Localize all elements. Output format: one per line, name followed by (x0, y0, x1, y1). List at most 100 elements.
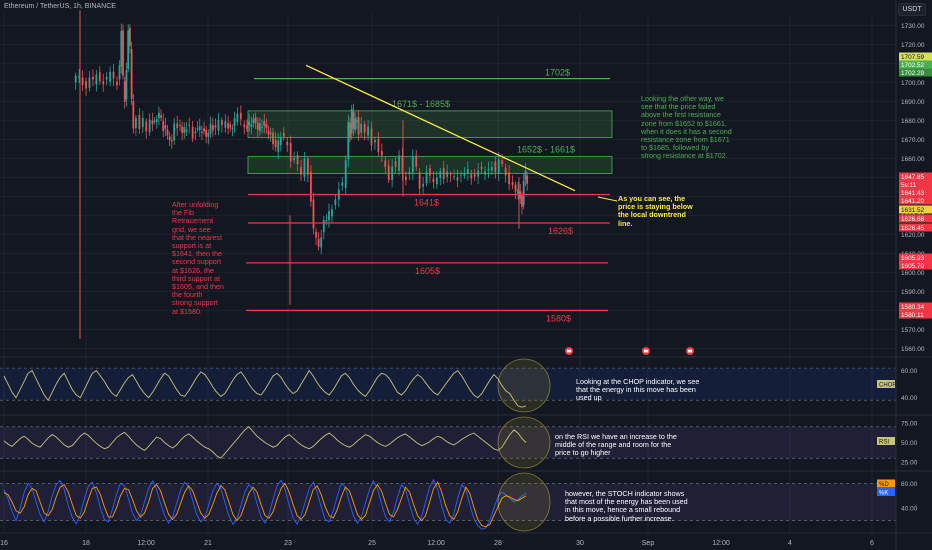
note-line: used up (576, 393, 602, 403)
price-label: 1605.70 (901, 263, 925, 270)
candle-body (128, 27, 131, 46)
price-label: 1626.45 (901, 225, 925, 232)
candle-body (123, 80, 126, 102)
price-label-bg (899, 52, 932, 61)
note-line: middle of the range and room for the (555, 440, 672, 450)
time-tick-label: 25 (368, 540, 376, 547)
candle-body (487, 169, 490, 171)
candle-body (105, 77, 108, 80)
candle-body (517, 189, 520, 195)
candle-body (320, 237, 323, 248)
currency-button[interactable]: USDT (898, 3, 926, 16)
candle-body (209, 123, 212, 134)
candle-body (74, 75, 77, 83)
candle-body (179, 124, 181, 127)
candle-body (501, 160, 504, 165)
note-line: $1605, and then (172, 282, 224, 292)
time-tick-label: 12:00 (427, 540, 445, 547)
candle-body (243, 124, 246, 128)
note-line: at $1580. (172, 306, 202, 316)
time-tick-label: 30 (576, 540, 584, 547)
note-line: zone from $1652 to $1661, (641, 118, 727, 128)
candle-body (160, 115, 162, 118)
note-line: at $1626, the (172, 265, 214, 275)
candle-body (98, 72, 101, 82)
candle-body (207, 132, 210, 137)
candle-body (261, 127, 263, 128)
rsi-note: on the RSI we have an increase to the mid… (555, 432, 677, 458)
candle-body (205, 129, 208, 137)
candle-body (466, 169, 469, 173)
candle-body (384, 160, 387, 167)
candle-body (135, 117, 137, 129)
note-line: grid, we see (172, 224, 211, 234)
candle-body (220, 120, 223, 125)
indicator-series-CHOP (3, 369, 527, 408)
price-label-bg (899, 180, 932, 189)
note-line: third support at (172, 273, 220, 283)
price-tick-label: 1600.00 (901, 270, 925, 277)
candle-body (470, 174, 473, 179)
candle-body (272, 132, 274, 145)
candle-body (267, 131, 270, 135)
note-line: second support (172, 257, 222, 267)
candle-body (194, 131, 197, 134)
candle-body (374, 140, 376, 143)
price-tick-label: 1700.00 (901, 80, 925, 87)
candle-body (211, 125, 214, 131)
candle-body (166, 129, 169, 136)
note-line: strong resistance at $1702. (641, 151, 728, 161)
candle-body (248, 121, 251, 126)
candle-body (497, 159, 500, 175)
indicator-layer (0, 358, 896, 532)
candle-body (116, 81, 118, 86)
event-flag (687, 349, 693, 353)
highlight-circle (497, 358, 551, 413)
indicator-tag-bg (877, 479, 895, 488)
indicator-tag: %K (879, 491, 888, 497)
candle-body (92, 76, 94, 80)
candle-body (191, 126, 194, 139)
indicator-tick-label: 75.00 (901, 420, 918, 427)
note-pointer (597, 196, 618, 202)
candle-body (176, 123, 179, 129)
candle-body (120, 31, 123, 67)
level-layer: 1702$ 1641$ 1626$ 1605$ 1580$ (246, 64, 618, 323)
indicator-tag-bg (877, 437, 895, 445)
price-label: 5s:11 (901, 182, 917, 189)
candle-body (408, 171, 411, 175)
price-label: 1702.29 (901, 70, 925, 77)
level-label-1702: 1702$ (545, 68, 570, 78)
candle-body (148, 119, 151, 133)
price-tick-label: 1670.00 (901, 137, 925, 144)
note-line: After unfolding (172, 200, 219, 209)
candle-body (453, 176, 455, 177)
price-label: 1580.34 (901, 304, 925, 311)
note-line: the Fib (172, 208, 194, 218)
note-line: the fourth (172, 290, 203, 300)
candle-body (347, 121, 350, 160)
price-label-bg (899, 60, 932, 69)
candle-body (352, 111, 355, 129)
downtrend-line (305, 64, 576, 192)
candle-body (370, 128, 373, 146)
zone-label: 1671$ - 1685$ (392, 99, 450, 109)
candle-body (309, 171, 312, 202)
candle-body (112, 71, 115, 79)
candle-body (387, 165, 390, 180)
note-line: strong support (172, 298, 218, 308)
candle-body (522, 180, 525, 206)
indicator-tick-label: 40.00 (901, 506, 918, 513)
time-tick-label: 23 (284, 540, 292, 547)
candle-body (279, 137, 282, 146)
candle-body (102, 81, 105, 85)
candle-body (109, 71, 112, 82)
resistance-note: Looking the other way, we see that the pr… (641, 94, 732, 161)
candle-body (132, 100, 135, 129)
highlight-circle (497, 472, 551, 532)
candle-body (422, 184, 424, 187)
candle-body (415, 155, 418, 167)
indicator-band (0, 483, 896, 521)
candle-body (508, 172, 510, 185)
price-tick-label: 1560.00 (901, 346, 925, 353)
